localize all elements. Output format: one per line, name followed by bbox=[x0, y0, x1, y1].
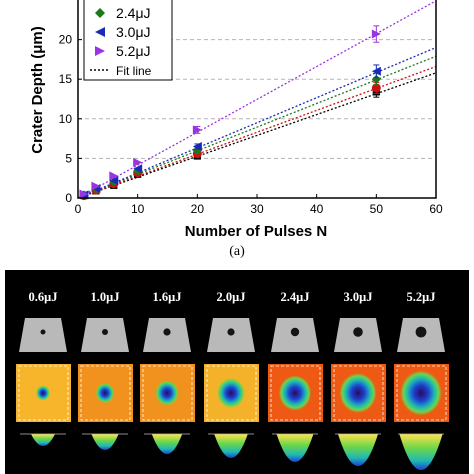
energy-label: 1.6μJ bbox=[152, 290, 182, 304]
data-point bbox=[371, 83, 381, 93]
depth-profile bbox=[208, 433, 254, 458]
heatmap-cell bbox=[78, 364, 133, 422]
x-tick-label: 50 bbox=[370, 202, 384, 216]
x-tick-label: 0 bbox=[75, 202, 82, 216]
energy-label: 2.4μJ bbox=[280, 290, 310, 304]
x-tick-label: 60 bbox=[429, 202, 443, 216]
panel-caption-a: (a) bbox=[229, 244, 245, 259]
energy-label: 1.0μJ bbox=[90, 290, 120, 304]
data-point bbox=[371, 74, 381, 84]
depth-profile bbox=[20, 433, 66, 446]
y-tick-label: 15 bbox=[59, 72, 73, 86]
legend-swatch bbox=[95, 27, 105, 37]
y-tick-label: 5 bbox=[65, 151, 72, 165]
data-point bbox=[109, 171, 119, 181]
data-point bbox=[133, 157, 143, 167]
y-tick-labels: 0 5 10 15 20 bbox=[59, 33, 82, 205]
sem-thumbnail bbox=[143, 318, 191, 352]
fit-line bbox=[77, 65, 437, 199]
sem-thumbnail bbox=[19, 318, 67, 352]
x-tick-label: 30 bbox=[250, 202, 264, 216]
data-point bbox=[192, 125, 202, 135]
heatmap-cell bbox=[140, 364, 195, 422]
legend-label: 5.2μJ bbox=[116, 43, 151, 59]
energy-label: 2.0μJ bbox=[216, 290, 246, 304]
data-point bbox=[371, 29, 381, 39]
energy-label: 0.6μJ bbox=[28, 290, 58, 304]
sem-thumbnail bbox=[271, 318, 319, 352]
sem-thumbnail bbox=[81, 318, 129, 352]
energy-label: 3.0μJ bbox=[343, 290, 373, 304]
sem-thumbnail bbox=[397, 318, 445, 352]
heatmap-cell bbox=[394, 364, 449, 422]
sem-thumbnail bbox=[334, 318, 382, 352]
legend-label: 2.4μJ bbox=[116, 5, 151, 21]
fit-line bbox=[77, 72, 437, 199]
depth-profile bbox=[144, 433, 190, 454]
depth-profile bbox=[82, 433, 128, 450]
x-tick-labels: 0 10 20 30 40 50 60 bbox=[75, 194, 443, 216]
x-tick-label: 40 bbox=[310, 202, 324, 216]
x-tick-label: 10 bbox=[131, 202, 145, 216]
sem-thumbnail bbox=[207, 318, 255, 352]
x-tick-label: 20 bbox=[191, 202, 205, 216]
y-tick-label: 0 bbox=[65, 191, 72, 205]
legend-swatch bbox=[95, 46, 105, 56]
data-point bbox=[91, 181, 101, 191]
legend-label: 3.0μJ bbox=[116, 24, 151, 40]
depth-profile bbox=[272, 433, 318, 462]
data-point bbox=[133, 164, 143, 174]
data-point bbox=[79, 189, 89, 199]
microscopy-panel: 0.6μJ 1.0μJ 1.6μJ 2.0μJ 2.4μJ 3.0μJ 5.2μJ bbox=[5, 270, 469, 474]
data-point bbox=[192, 142, 202, 152]
energy-label: 5.2μJ bbox=[406, 290, 436, 304]
depth-profile bbox=[398, 433, 444, 470]
heatmap-cell bbox=[16, 364, 71, 422]
y-axis-title: Crater Depth (μm) bbox=[29, 26, 46, 154]
data-point bbox=[371, 66, 381, 76]
legend-label: Fit line bbox=[116, 64, 152, 78]
y-tick-label: 10 bbox=[59, 112, 73, 126]
crater-depth-chart: 0 10 20 30 40 50 60 0 5 10 15 20 2.4μJ 3.0μJ 5.2μJ Fi… bbox=[29, 0, 443, 240]
heatmap-cell bbox=[204, 364, 259, 422]
y-tick-label: 20 bbox=[59, 33, 73, 47]
data-markers bbox=[79, 25, 381, 201]
legend-swatch bbox=[95, 8, 105, 18]
x-axis-title: Number of Pulses N bbox=[185, 223, 328, 240]
heatmap-cell bbox=[268, 364, 323, 422]
data-point bbox=[109, 176, 119, 186]
legend: 2.4μJ 3.0μJ 5.2μJ Fit line bbox=[83, 0, 173, 81]
heatmap-cell bbox=[331, 364, 386, 422]
depth-profile bbox=[335, 433, 381, 466]
